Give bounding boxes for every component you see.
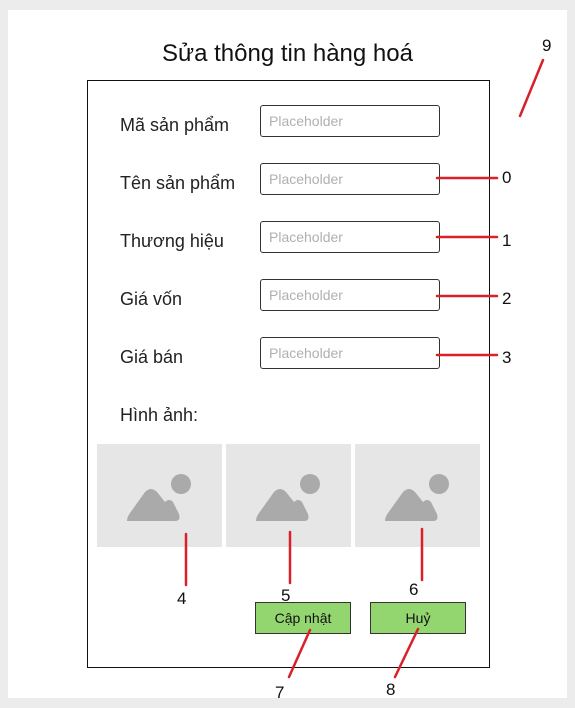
annotation-label-9: 9 xyxy=(542,36,552,55)
annotation-label-7: 7 xyxy=(275,683,285,702)
sale-price-input[interactable] xyxy=(260,337,440,369)
page-title: Sửa thông tin hàng hoá xyxy=(162,40,413,67)
product-code-input[interactable] xyxy=(260,105,440,137)
annotation-label-6: 6 xyxy=(409,580,419,599)
product-code-label: Mã sản phẩm xyxy=(120,115,230,135)
image-slot-2[interactable] xyxy=(226,444,351,547)
images-label: Hình ảnh: xyxy=(120,405,199,425)
update-button[interactable]: Cập nhật xyxy=(255,602,351,634)
cost-price-input[interactable] xyxy=(260,279,440,311)
annotation-line-8 xyxy=(393,627,420,679)
annotation-label-8: 8 xyxy=(386,680,396,699)
image-slot-1[interactable] xyxy=(97,444,222,547)
image-placeholder-icon xyxy=(256,474,320,521)
sale-price-label: Giá bán xyxy=(120,347,184,367)
annotation-label-3: 3 xyxy=(502,348,512,367)
cost-price-label: Giá vốn xyxy=(120,289,183,309)
brand-label: Thương hiệu xyxy=(120,231,224,251)
image-slot-3[interactable] xyxy=(355,444,480,547)
annotation-label-5: 5 xyxy=(281,586,291,605)
annotation-label-0: 0 xyxy=(502,168,512,187)
annotation-label-4: 4 xyxy=(177,589,187,608)
annotation-label-1: 1 xyxy=(502,231,512,250)
image-placeholder-icon xyxy=(127,474,191,521)
annotation-line-9 xyxy=(518,58,545,118)
annotation-label-2: 2 xyxy=(502,289,512,308)
brand-input[interactable] xyxy=(260,221,440,253)
annotation-line-7 xyxy=(287,628,312,679)
product-name-input[interactable] xyxy=(260,163,440,195)
product-name-label: Tên sản phẩm xyxy=(120,173,236,193)
image-placeholder-icon xyxy=(385,474,449,521)
